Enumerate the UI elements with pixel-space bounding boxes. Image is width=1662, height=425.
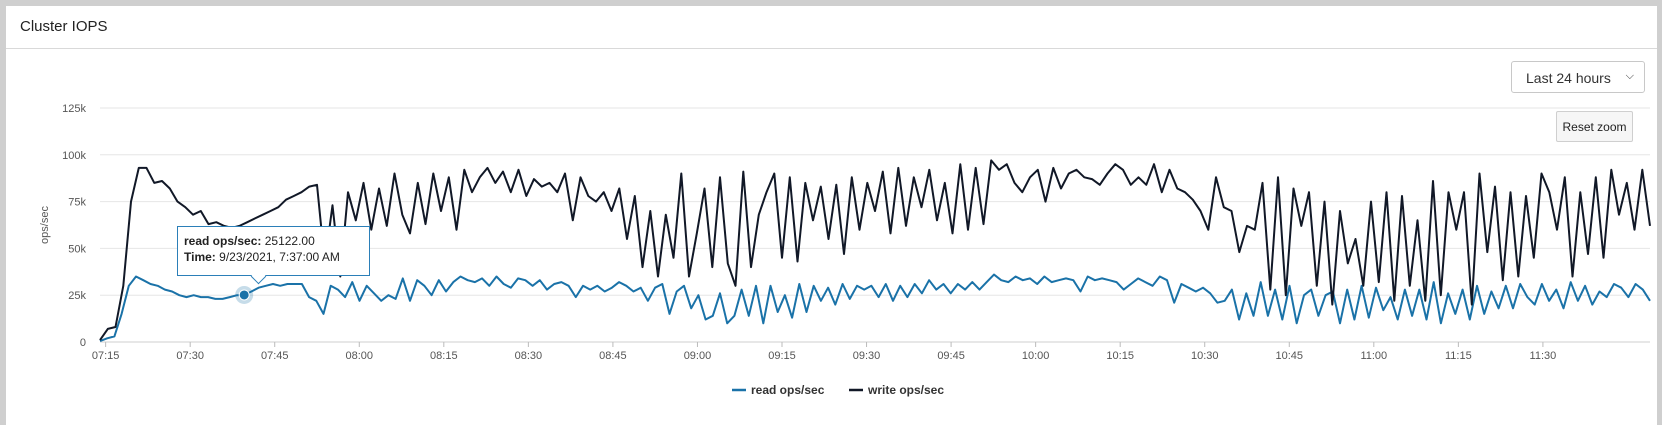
- x-tick-label: 10:00: [1022, 350, 1050, 362]
- y-tick-label: 75k: [68, 197, 86, 209]
- reset-zoom-button[interactable]: Reset zoom: [1556, 111, 1633, 142]
- time-range-select[interactable]: Last 24 hours ⌵: [1511, 61, 1645, 93]
- x-tick-label: 07:30: [176, 350, 204, 362]
- tooltip-time-value: 9/23/2021, 7:37:00 AM: [219, 250, 340, 264]
- tooltip-time-row: Time: 9/23/2021, 7:37:00 AM: [184, 250, 340, 264]
- x-tick-label: 09:00: [684, 350, 712, 362]
- y-axis-label: ops/sec: [39, 206, 51, 244]
- x-tick-label: 11:30: [1530, 350, 1557, 362]
- panel-header: Cluster IOPS: [6, 6, 1657, 49]
- y-tick-label: 0: [80, 337, 86, 349]
- x-tick-label: 10:45: [1276, 350, 1304, 362]
- x-tick-label: 09:45: [937, 350, 965, 362]
- series-line-write: [99, 159, 1651, 341]
- x-tick-label: 08:30: [515, 350, 543, 362]
- tooltip-time-label: Time: [184, 250, 212, 264]
- legend-label: read ops/sec: [751, 383, 825, 397]
- tooltip-series-value: 25122.00: [264, 234, 315, 248]
- legend-label: write ops/sec: [867, 383, 944, 397]
- chart-tooltip: read ops/sec: 25122.00 Time: 9/23/2021, …: [177, 226, 370, 285]
- x-tick-label: 10:15: [1106, 350, 1134, 362]
- x-tick-label: 07:15: [92, 350, 120, 362]
- x-tick-label: 09:30: [853, 350, 881, 362]
- panel-title: Cluster IOPS: [20, 18, 108, 35]
- y-tick-label: 125k: [62, 103, 86, 115]
- y-tick-label: 50k: [68, 243, 86, 255]
- x-tick-label: 09:15: [768, 350, 796, 362]
- series-line-read: [99, 273, 1651, 343]
- x-tick-label: 07:45: [261, 350, 289, 362]
- x-tick-label: 11:00: [1360, 350, 1387, 362]
- x-tick-label: 08:45: [599, 350, 627, 362]
- y-tick-label: 100k: [62, 150, 86, 162]
- chevron-down-icon: ⌵: [1625, 70, 1634, 82]
- x-tick-label: 08:00: [346, 350, 374, 362]
- time-range-value: Last 24 hours: [1526, 70, 1611, 86]
- x-tick-label: 08:15: [430, 350, 458, 362]
- x-tick-label: 11:15: [1445, 350, 1472, 362]
- tooltip-series-row: read ops/sec: 25122.00: [184, 234, 315, 248]
- tooltip-series-label: read ops/sec: [184, 234, 258, 248]
- x-tick-label: 10:30: [1191, 350, 1219, 362]
- y-tick-label: 25k: [68, 290, 86, 302]
- hover-point: [238, 289, 250, 301]
